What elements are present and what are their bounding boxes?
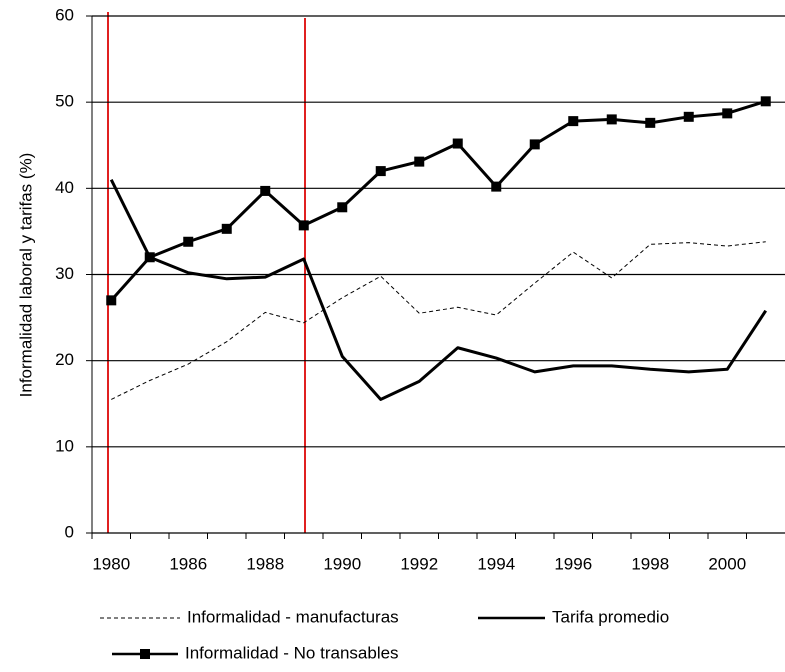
series-marker bbox=[568, 116, 579, 127]
series-marker bbox=[183, 236, 194, 247]
x-tick-label: 1990 bbox=[323, 554, 361, 573]
y-tick-label: 30 bbox=[55, 264, 74, 283]
legend-label: Informalidad - manufacturas bbox=[187, 607, 399, 626]
series-marker bbox=[260, 185, 271, 196]
series-marker bbox=[760, 96, 771, 107]
series-marker bbox=[298, 220, 309, 231]
y-axis-label: Informalidad laboral y tarifas (%) bbox=[16, 153, 35, 398]
series-line bbox=[110, 99, 767, 302]
series-marker bbox=[722, 108, 733, 119]
series-line bbox=[111, 241, 766, 400]
y-tick-label: 0 bbox=[65, 522, 74, 541]
series-marker bbox=[529, 139, 540, 150]
series-marker bbox=[106, 295, 117, 306]
series-marker bbox=[645, 117, 656, 128]
legend-label: Tarifa promedio bbox=[552, 607, 669, 626]
series-marker bbox=[221, 223, 232, 234]
series-marker bbox=[144, 252, 155, 263]
x-tick-label: 1992 bbox=[400, 554, 438, 573]
series-marker bbox=[414, 156, 425, 167]
legend-label: Informalidad - No transables bbox=[185, 643, 399, 662]
y-tick-label: 10 bbox=[55, 436, 74, 455]
x-tick-label: 1986 bbox=[169, 554, 207, 573]
y-tick-label: 50 bbox=[55, 92, 74, 111]
series-marker bbox=[337, 202, 348, 213]
series-marker bbox=[452, 138, 463, 149]
legend-marker bbox=[140, 649, 150, 659]
series-marker bbox=[606, 114, 617, 125]
series-line bbox=[109, 179, 768, 401]
x-tick-label: 1998 bbox=[631, 554, 669, 573]
series-marker bbox=[491, 181, 502, 192]
y-tick-label: 60 bbox=[55, 5, 74, 24]
series-marker bbox=[375, 166, 386, 177]
x-tick-label: 2000 bbox=[708, 554, 746, 573]
x-tick-label: 1994 bbox=[477, 554, 515, 573]
x-tick-label: 1980 bbox=[92, 554, 130, 573]
y-tick-label: 40 bbox=[55, 178, 74, 197]
x-tick-label: 1988 bbox=[246, 554, 284, 573]
series-marker bbox=[683, 111, 694, 122]
y-tick-label: 20 bbox=[55, 350, 74, 369]
x-tick-label: 1996 bbox=[554, 554, 592, 573]
